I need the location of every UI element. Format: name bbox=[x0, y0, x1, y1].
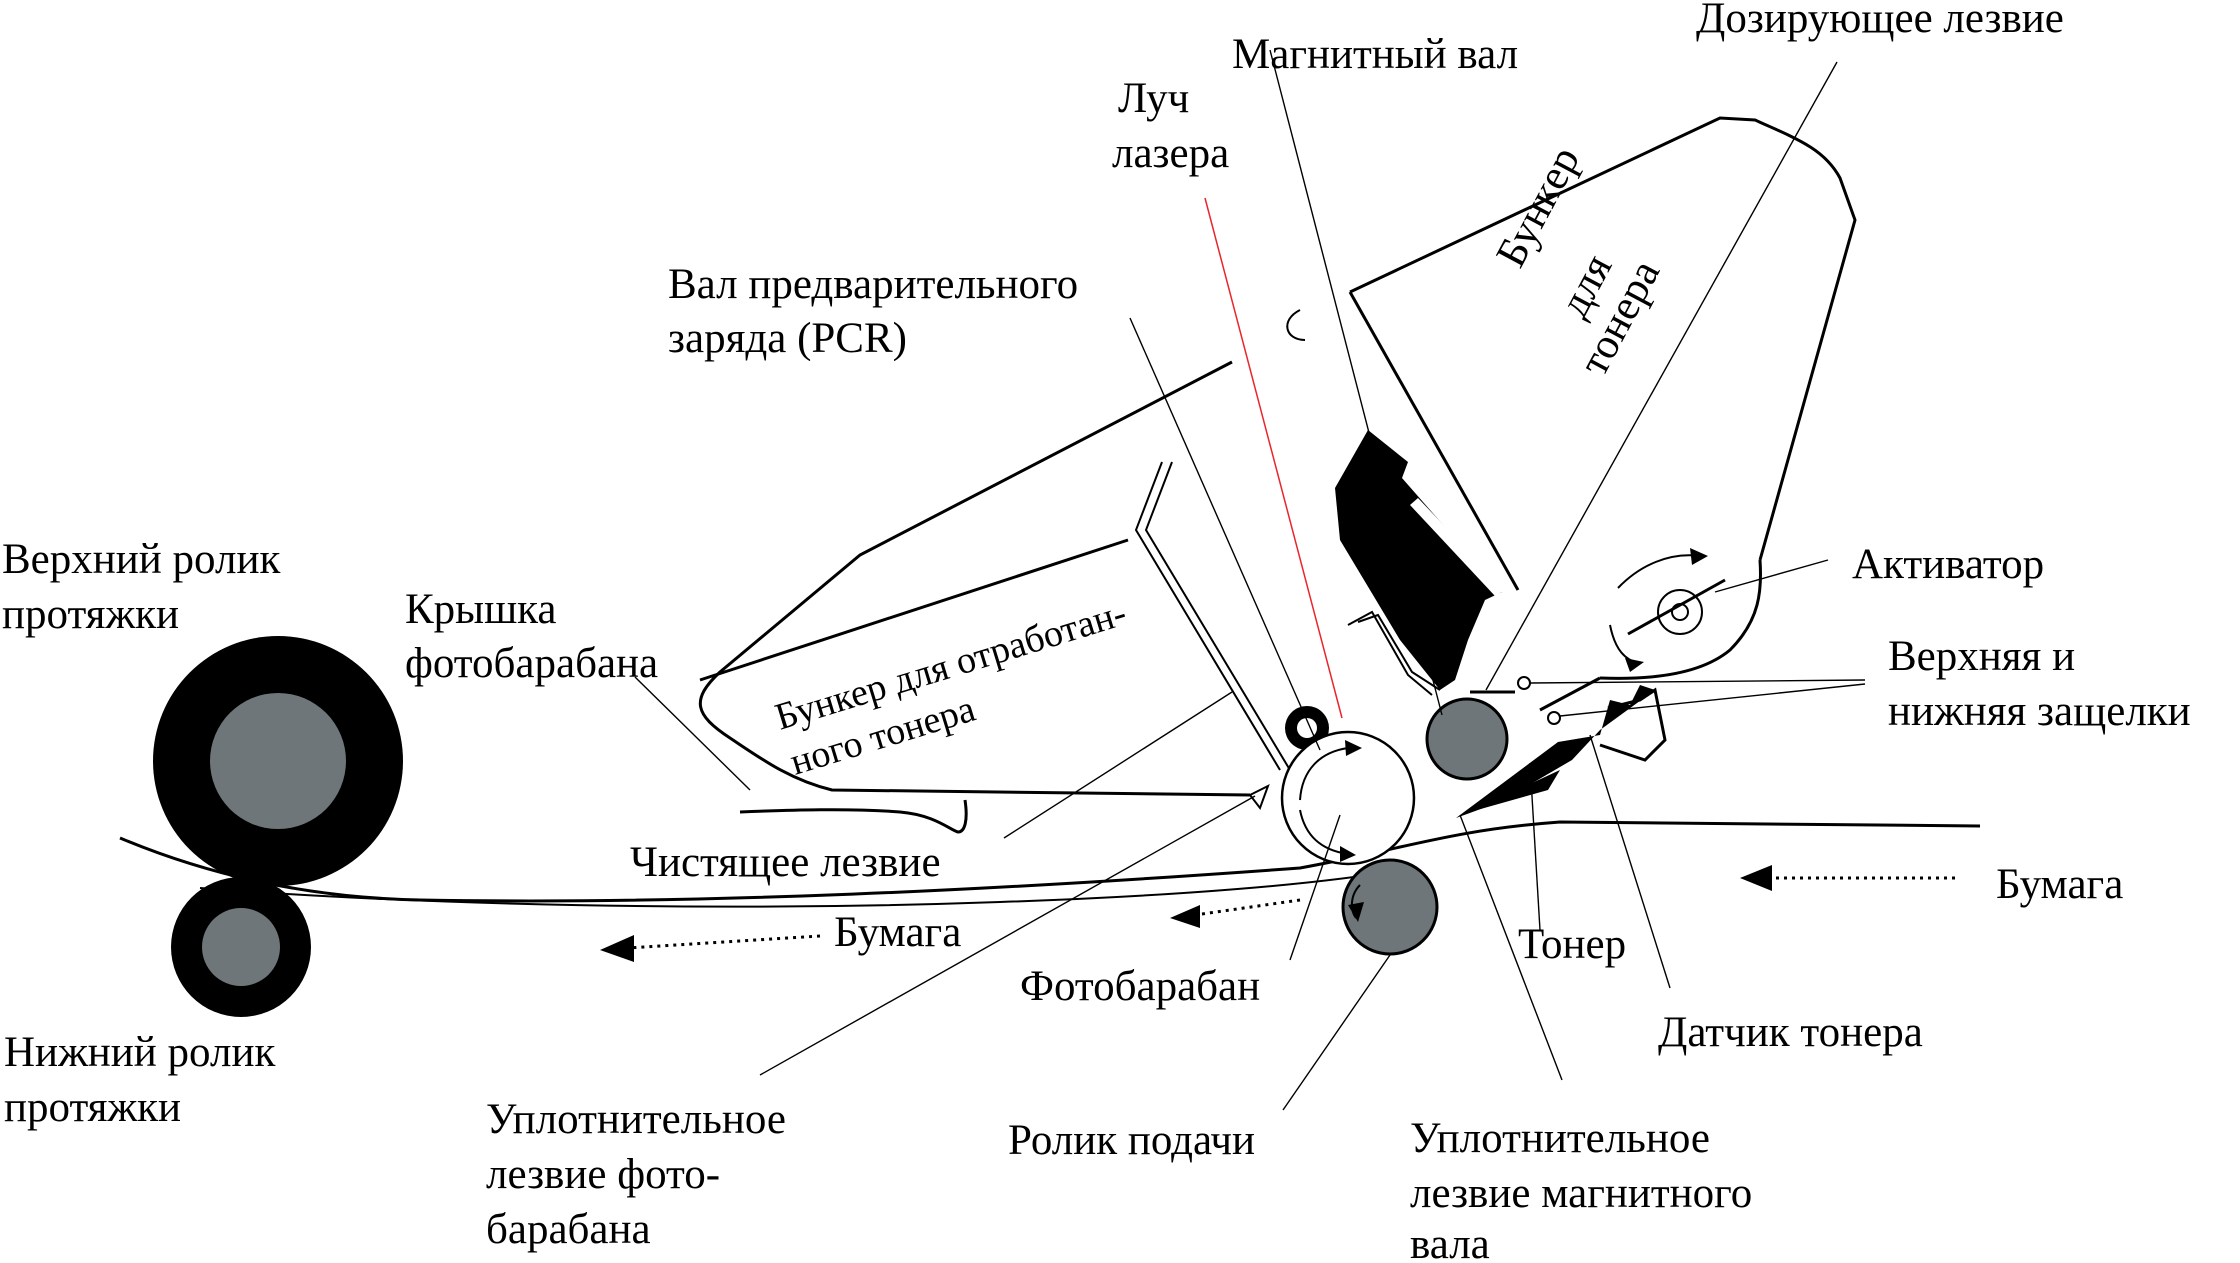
metering-blade bbox=[1335, 430, 1505, 696]
label-lower-roller-2: протяжки bbox=[4, 1084, 181, 1131]
paper-arrow-center bbox=[1170, 898, 1301, 928]
label-toner: Тонер bbox=[1518, 921, 1626, 968]
laser-beam bbox=[1204, 197, 1343, 719]
laser-marker bbox=[1286, 309, 1306, 341]
label-drum-cover-1: Крышка bbox=[405, 586, 557, 633]
label-agitator: Активатор bbox=[1852, 541, 2044, 588]
label-metering-blade: Дозирующее лезвие bbox=[1696, 0, 2064, 42]
label-cleaning-blade: Чистящее лезвие bbox=[630, 839, 941, 886]
label-laser-1: Луч bbox=[1118, 75, 1189, 122]
lower-latch bbox=[1547, 711, 1561, 725]
label-pcr-1: Вал предварительного bbox=[668, 261, 1078, 308]
label-paper-left: Бумага bbox=[834, 909, 961, 956]
paper-sheet-bottom bbox=[199, 869, 1401, 908]
label-toner-hopper-1: Бункер bbox=[1487, 139, 1589, 275]
paper-sheet-top bbox=[119, 820, 1981, 903]
photo-drum bbox=[1280, 730, 1416, 866]
toner-hopper bbox=[1348, 116, 1857, 712]
label-laser-2: лазера bbox=[1112, 130, 1229, 177]
toner-sensor-arm bbox=[1456, 685, 1667, 818]
label-latches-2: нижняя защелки bbox=[1888, 688, 2191, 735]
upper-latch bbox=[1517, 676, 1531, 690]
label-toner-sensor: Датчик тонера bbox=[1658, 1009, 1923, 1056]
label-drum: Фотобарабан bbox=[1020, 963, 1260, 1010]
label-pcr-2: заряда (PCR) bbox=[668, 315, 907, 362]
label-mag-seal-2: лезвие магнитного bbox=[1410, 1170, 1752, 1217]
paper-arrow-left bbox=[600, 934, 821, 962]
label-upper-roller-2: протяжки bbox=[2, 591, 179, 638]
label-drum-seal-3: барабана bbox=[486, 1206, 651, 1253]
label-magnetic-roller: Магнитный вал bbox=[1232, 31, 1518, 78]
waste-toner-hopper bbox=[698, 360, 1291, 834]
label-feed-roller: Ролик подачи bbox=[1008, 1117, 1255, 1164]
label-mag-seal-3: вала bbox=[1410, 1221, 1490, 1263]
lower-transport-roller bbox=[171, 877, 311, 1017]
label-drum-seal-2: лезвие фото- bbox=[486, 1151, 720, 1198]
magnetic-roller bbox=[1425, 697, 1509, 781]
label-mag-seal-1: Уплотнительное bbox=[1410, 1115, 1710, 1162]
label-paper-right: Бумага bbox=[1996, 861, 2123, 908]
feed-roller bbox=[1341, 858, 1439, 956]
agitator bbox=[1609, 548, 1726, 672]
label-drum-cover-2: фотобарабана bbox=[405, 640, 658, 687]
upper-transport-roller bbox=[153, 636, 403, 886]
label-latches-1: Верхняя и bbox=[1888, 633, 2075, 680]
leader-lines bbox=[634, 49, 1866, 1111]
label-upper-roller-1: Верхний ролик bbox=[2, 536, 280, 583]
label-lower-roller-1: Нижний ролик bbox=[4, 1029, 275, 1076]
label-drum-seal-1: Уплотнительное bbox=[486, 1096, 786, 1143]
paper-arrow-right bbox=[1740, 865, 1955, 891]
